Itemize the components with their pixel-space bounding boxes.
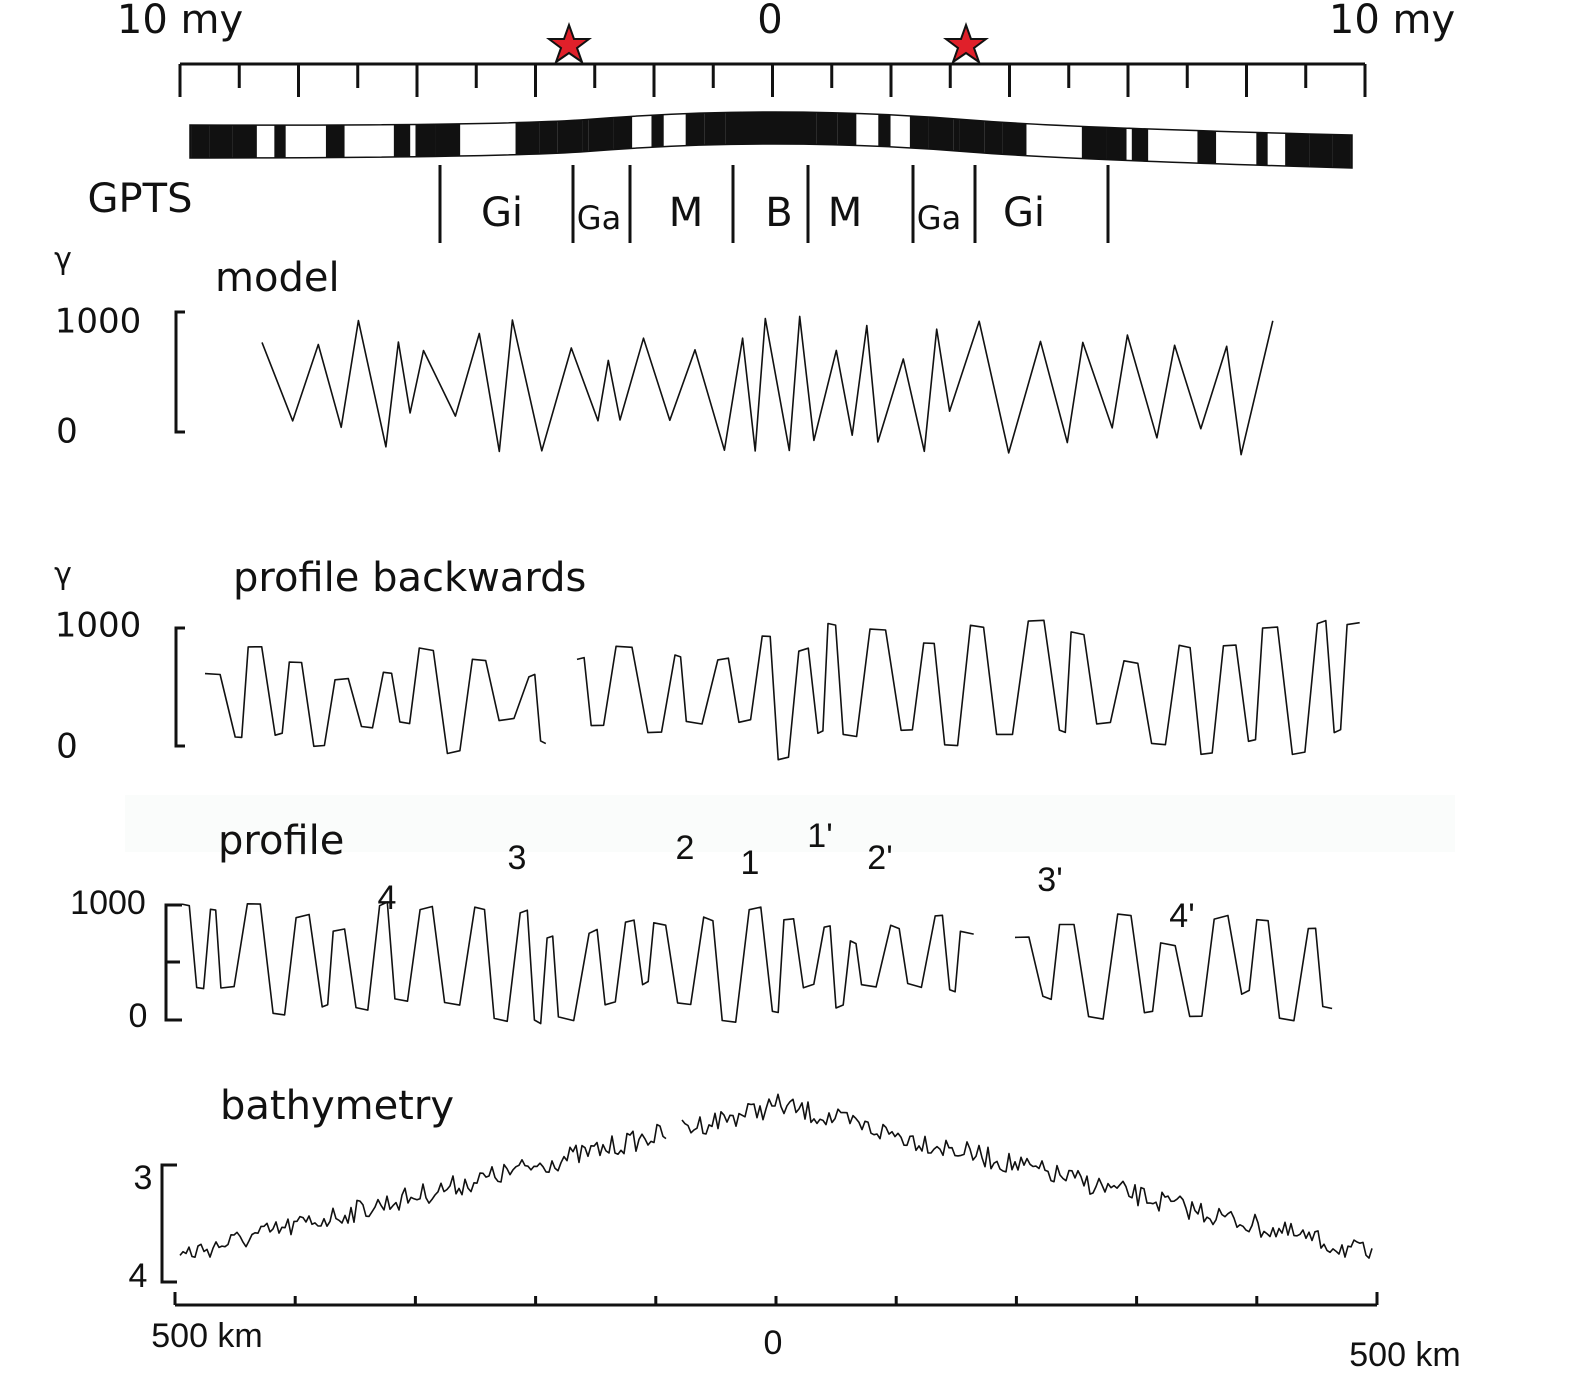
time-label-center: 0 [757,0,782,43]
chron-label: Ga [577,199,621,237]
anomaly-label: 3' [1037,861,1062,899]
tick-label: 1000 [55,302,142,342]
stripe [1285,112,1310,168]
anomaly-label: 1' [807,817,832,855]
stripe [984,112,1003,168]
stripe [582,112,589,168]
gpts-label: GPTS [88,176,193,222]
stripe [685,112,705,168]
stripe [1350,112,1352,168]
time-label-left: 10 my [117,0,243,43]
stripe [232,112,257,168]
anomaly-label: 3 [508,839,527,877]
distance-label-right: 500 km [1349,1336,1461,1374]
stripe [959,112,985,168]
stripe [1197,112,1217,168]
chron-boundaries: Gi Ga M B M Ga Gi [438,165,1110,243]
chron-label: Gi [481,190,523,236]
stripe [191,112,210,168]
anomaly-label: 2 [676,829,695,867]
scale-bracket [160,1163,177,1284]
stripe [515,112,540,168]
unit: γ [54,242,72,277]
faint-band [125,795,1455,852]
stripe [953,112,960,168]
profile-trace [576,619,1360,761]
panel-title: profile [218,818,344,864]
scale-bracket [174,626,185,748]
stripe [557,112,583,168]
stripe [588,112,614,168]
distance-label-left: 500 km [151,1317,263,1355]
scale-bracket [164,903,182,1022]
anomaly-labels: 4 3 2 1 1' 2' 3' 4' [378,817,1195,935]
polarity-bar-outline [189,111,1353,169]
profile-trace [179,1123,667,1258]
time-label-right: 10 my [1329,0,1455,43]
profile-trace [261,315,1274,456]
star [546,22,592,65]
stripe [393,112,411,168]
stripe [805,112,817,168]
tick-label: 0 [129,997,148,1035]
chron-label: M [669,190,704,236]
chron-label: M [828,190,863,236]
stripe [274,112,286,168]
tick-label: 0 [56,412,78,452]
panel-title: bathymetry [220,1083,454,1129]
stripe [928,112,954,168]
stripe [209,112,233,168]
stripe [190,112,192,168]
stripe [415,112,436,168]
tick-label: 3 [134,1159,153,1197]
tick-label: 1000 [70,884,146,922]
profile-trace [204,646,547,755]
stripe [725,112,737,168]
chron-label: Ga [917,199,961,237]
profile-trace [1014,913,1333,1022]
tick-label: 1000 [55,606,142,646]
chron-label: B [765,190,792,236]
tick-label: 4 [129,1257,148,1295]
time-ticks [178,64,1367,97]
profiles [179,315,1373,1259]
stripe [651,112,664,168]
anomaly-label: 4' [1169,897,1194,935]
stripe [837,112,857,168]
profile-trace [681,1093,1373,1259]
chron-label: Gi [1003,190,1045,236]
profile-trace [181,901,974,1025]
stripe [1256,112,1268,168]
anomaly-label: 4 [378,879,397,917]
distance-ticks [173,1292,1379,1305]
panel-title: model [215,255,340,301]
anomaly-label: 2' [867,839,892,877]
scale-bracket [174,310,185,434]
distance-label-center: 0 [764,1324,783,1362]
star [943,22,989,65]
anomaly-label: 1 [741,844,760,882]
panel-title: profile backwards [233,555,586,601]
stripe [1002,112,1027,168]
tick-label: 0 [56,727,78,767]
stripe [1081,112,1107,168]
stripe [539,112,558,168]
stripe [325,112,345,168]
stripe [1131,112,1149,168]
unit: γ [54,557,72,592]
stripe [878,112,891,168]
